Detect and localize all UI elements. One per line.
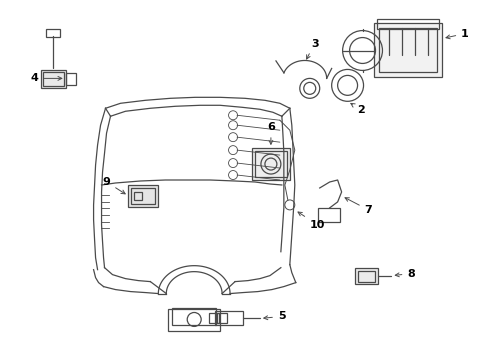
Bar bbox=[215, 311, 243, 325]
Bar bbox=[41, 71, 66, 88]
Text: 1: 1 bbox=[446, 28, 469, 39]
Text: 8: 8 bbox=[395, 269, 415, 279]
Bar bbox=[379, 28, 437, 72]
Text: 2: 2 bbox=[351, 103, 366, 115]
Bar bbox=[134, 192, 143, 200]
Text: 7: 7 bbox=[345, 198, 372, 215]
Bar bbox=[131, 188, 155, 204]
Bar bbox=[358, 271, 375, 282]
Bar bbox=[168, 310, 220, 332]
Bar bbox=[46, 28, 60, 37]
Bar bbox=[355, 268, 378, 284]
Bar bbox=[128, 185, 158, 207]
Bar bbox=[172, 307, 216, 325]
Bar bbox=[377, 19, 439, 28]
Bar bbox=[209, 314, 219, 323]
Bar bbox=[217, 314, 227, 323]
Text: 3: 3 bbox=[307, 39, 318, 59]
Bar bbox=[66, 73, 75, 85]
Text: 10: 10 bbox=[298, 212, 325, 230]
Bar bbox=[318, 208, 340, 222]
Text: 6: 6 bbox=[267, 122, 275, 144]
Text: 9: 9 bbox=[102, 177, 125, 194]
Bar bbox=[374, 23, 442, 77]
Text: 5: 5 bbox=[264, 311, 286, 321]
Bar bbox=[255, 151, 287, 177]
Bar bbox=[43, 72, 64, 86]
Bar bbox=[252, 148, 290, 180]
Text: 4: 4 bbox=[31, 73, 62, 84]
